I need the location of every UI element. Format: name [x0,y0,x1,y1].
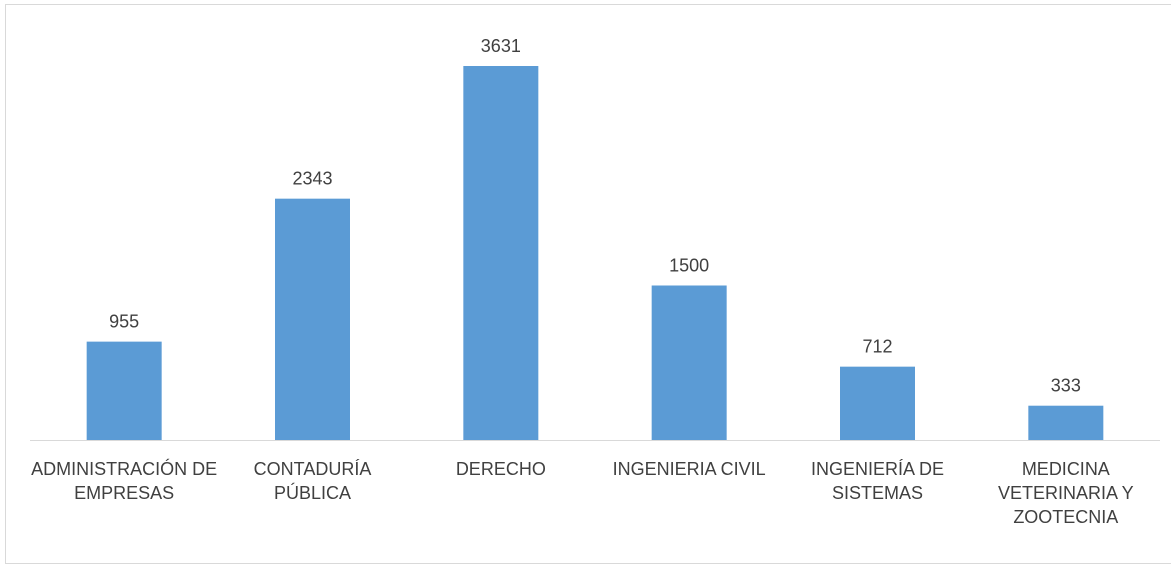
x-tick-label: INGENIERIA CIVIL [612,459,766,479]
data-label: 2343 [292,169,332,189]
bar [1028,405,1104,440]
bar [840,366,915,440]
data-label: 3631 [481,36,521,56]
data-label: 333 [1051,376,1081,396]
x-tick-label: DERECHO [455,459,546,479]
data-label: 1500 [669,255,709,275]
x-tick-label: INGENIERÍA DE SISTEMAS [810,459,945,503]
x-tick-label: ADMINISTRACIÓN DE EMPRESAS [31,459,218,503]
page: 955 2343 3631 1500 712 333 ADMINISTRACIÓN DE … [5,4,1171,564]
x-tick-label: MEDICINA VETERINARIA Y ZOOTECNIA [997,459,1134,527]
bar [86,341,162,440]
bar [463,66,539,440]
bar [651,285,727,440]
data-label: 955 [109,312,139,332]
x-tick-label: CONTADURÍA PÚBLICA [253,459,372,503]
bar [275,198,350,440]
data-label: 712 [862,337,892,357]
chart: 955 2343 3631 1500 712 333 [30,36,1160,441]
